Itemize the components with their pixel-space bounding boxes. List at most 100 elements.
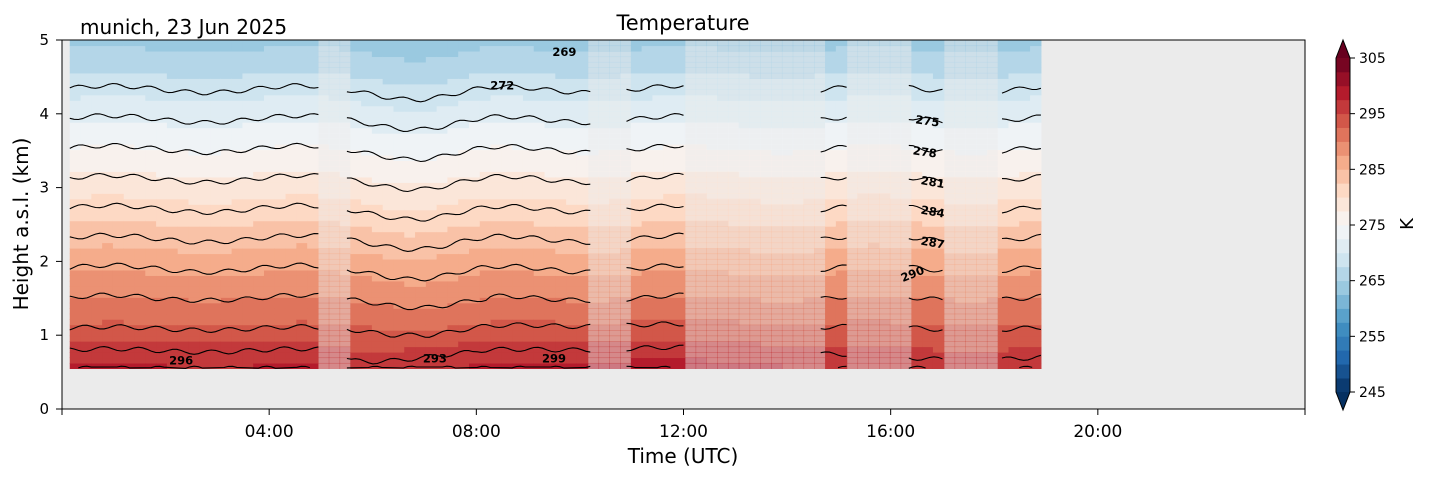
field-cell — [835, 187, 848, 194]
field-cell — [350, 319, 362, 326]
field-cell — [738, 275, 751, 282]
field-cell — [382, 297, 395, 304]
field-cell — [145, 242, 157, 249]
field-cell — [177, 160, 190, 167]
field-cell — [253, 308, 265, 315]
field-cell — [69, 231, 82, 238]
field-cell — [447, 83, 459, 90]
field-cell — [598, 89, 610, 96]
field-cell — [350, 45, 362, 52]
field-cell — [307, 127, 319, 134]
field-cell — [630, 308, 643, 315]
field-cell — [911, 187, 923, 194]
field-cell — [285, 50, 297, 58]
field-cell — [576, 138, 589, 145]
field-cell — [781, 78, 794, 85]
field-cell — [371, 160, 384, 167]
field-cell — [253, 94, 265, 101]
field-cell — [749, 269, 761, 276]
field-cell — [803, 226, 815, 233]
field-cell — [641, 105, 654, 112]
field-cell — [469, 226, 481, 233]
field-cell — [69, 78, 82, 85]
field-cell — [296, 149, 308, 156]
field-cell — [717, 40, 729, 47]
field-cell — [253, 226, 265, 233]
field-cell — [69, 209, 82, 216]
field-cell — [393, 226, 405, 233]
field-cell — [112, 45, 125, 52]
field-cell — [803, 111, 815, 118]
field-cell — [835, 193, 848, 200]
field-cell — [825, 204, 837, 211]
field-cell — [717, 171, 729, 178]
field-cell — [102, 220, 114, 227]
field-cell — [932, 45, 945, 52]
field-cell — [792, 56, 805, 63]
field-cell — [285, 105, 297, 112]
field-cell — [350, 253, 362, 260]
field-cell — [706, 40, 718, 47]
field-cell — [112, 253, 125, 260]
field-cell — [393, 78, 405, 85]
field-cell — [339, 100, 351, 107]
field-cell — [566, 269, 578, 276]
field-cell — [587, 50, 600, 58]
field-cell — [641, 56, 654, 63]
field-cell — [889, 362, 902, 370]
field-cell — [425, 313, 438, 320]
field-cell — [846, 193, 859, 200]
field-cell — [857, 319, 869, 326]
field-cell — [630, 67, 643, 74]
field-cell — [792, 247, 805, 255]
field-cell — [846, 357, 859, 364]
field-cell — [220, 176, 233, 183]
field-cell — [274, 187, 287, 194]
field-cell — [727, 264, 740, 271]
field-cell — [199, 264, 211, 271]
field-cell — [555, 50, 567, 58]
field-cell — [587, 264, 600, 271]
field-cell — [393, 297, 405, 304]
field-cell — [415, 247, 427, 255]
field-cell — [932, 275, 945, 282]
field-cell — [652, 269, 664, 276]
field-cell — [501, 357, 513, 364]
field-cell — [501, 247, 513, 255]
field-cell — [69, 258, 82, 266]
field-cell — [447, 291, 459, 298]
field-cell — [112, 100, 125, 107]
field-cell — [684, 127, 697, 134]
field-cell — [792, 187, 805, 194]
field-cell — [177, 56, 190, 63]
field-cell — [674, 319, 686, 326]
field-cell — [749, 138, 761, 145]
field-cell — [717, 187, 729, 194]
field-cell — [512, 286, 524, 293]
field-cell — [879, 204, 891, 211]
field-cell — [263, 237, 276, 244]
field-cell — [134, 351, 146, 359]
field-cell — [717, 269, 729, 276]
field-cell — [738, 335, 751, 342]
field-cell — [792, 313, 805, 320]
field-cell — [328, 154, 341, 162]
field-cell — [199, 291, 211, 298]
field-cell — [188, 67, 200, 74]
field-cell — [781, 264, 794, 271]
field-cell — [587, 187, 600, 194]
field-cell — [932, 291, 945, 298]
field-cell — [835, 264, 848, 271]
field-cell — [566, 291, 578, 298]
field-cell — [436, 160, 449, 167]
field-cell — [879, 182, 891, 189]
field-cell — [361, 165, 373, 172]
field-cell — [555, 56, 567, 63]
field-cell — [792, 346, 805, 353]
field-cell — [490, 138, 502, 145]
field-cell — [792, 160, 805, 167]
field-cell — [317, 231, 330, 238]
field-cell — [512, 50, 524, 58]
field-cell — [868, 324, 880, 331]
field-cell — [91, 116, 103, 123]
